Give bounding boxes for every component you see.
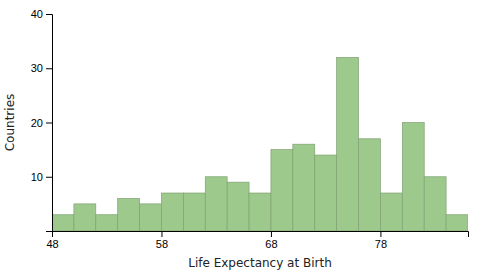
tick: 10	[31, 171, 52, 183]
tick-label: 48	[46, 238, 58, 250]
tick-label: 10	[31, 171, 43, 183]
bar	[271, 150, 293, 231]
tick: 40	[31, 8, 52, 20]
bar	[293, 144, 315, 231]
tick: 78	[375, 231, 387, 250]
tick-mark	[46, 177, 52, 178]
bar	[183, 193, 205, 231]
tick-label: 68	[265, 238, 277, 250]
axis-line	[46, 15, 53, 232]
plot: 48 58 68 78 10 20 30 40	[31, 8, 469, 250]
bar	[140, 204, 162, 231]
tick-label: 20	[31, 117, 43, 129]
bar	[359, 139, 381, 231]
bar	[74, 204, 96, 231]
bar	[161, 193, 183, 231]
bar	[52, 215, 74, 231]
tick: 30	[31, 62, 52, 74]
bar	[402, 123, 424, 232]
y-axis-title: Countries	[3, 94, 17, 152]
bar	[337, 57, 359, 231]
x-axis-title: Life Expectancy at Birth	[188, 256, 332, 270]
tick: 68	[265, 231, 277, 250]
tick: 48	[46, 231, 58, 250]
bar	[227, 182, 249, 231]
tick: 20	[31, 117, 52, 129]
bar	[96, 215, 118, 231]
tick-mark	[46, 14, 52, 15]
tick-label: 58	[156, 238, 168, 250]
bar	[446, 215, 468, 231]
bar	[424, 177, 446, 231]
tick-mark	[161, 231, 162, 237]
tick-mark	[380, 231, 381, 237]
tick-label: 78	[375, 238, 387, 250]
tick-label: 30	[31, 62, 43, 74]
bar	[249, 193, 271, 231]
bar	[118, 198, 140, 231]
tick-label: 40	[31, 8, 43, 20]
y-axis: 10 20 30 40	[31, 8, 53, 231]
tick: 58	[156, 231, 168, 250]
x-axis: 48 58 68 78	[46, 231, 468, 250]
tick-mark	[271, 231, 272, 237]
bars	[52, 57, 468, 231]
bar	[315, 155, 337, 231]
tick-mark	[46, 68, 52, 69]
bar	[205, 177, 227, 231]
chart: 48 58 68 78 10 20 30 40 Life Expectancy at Birth…	[0, 0, 484, 275]
bar	[380, 193, 402, 231]
axis-line	[53, 232, 469, 238]
tick-mark	[46, 123, 52, 124]
